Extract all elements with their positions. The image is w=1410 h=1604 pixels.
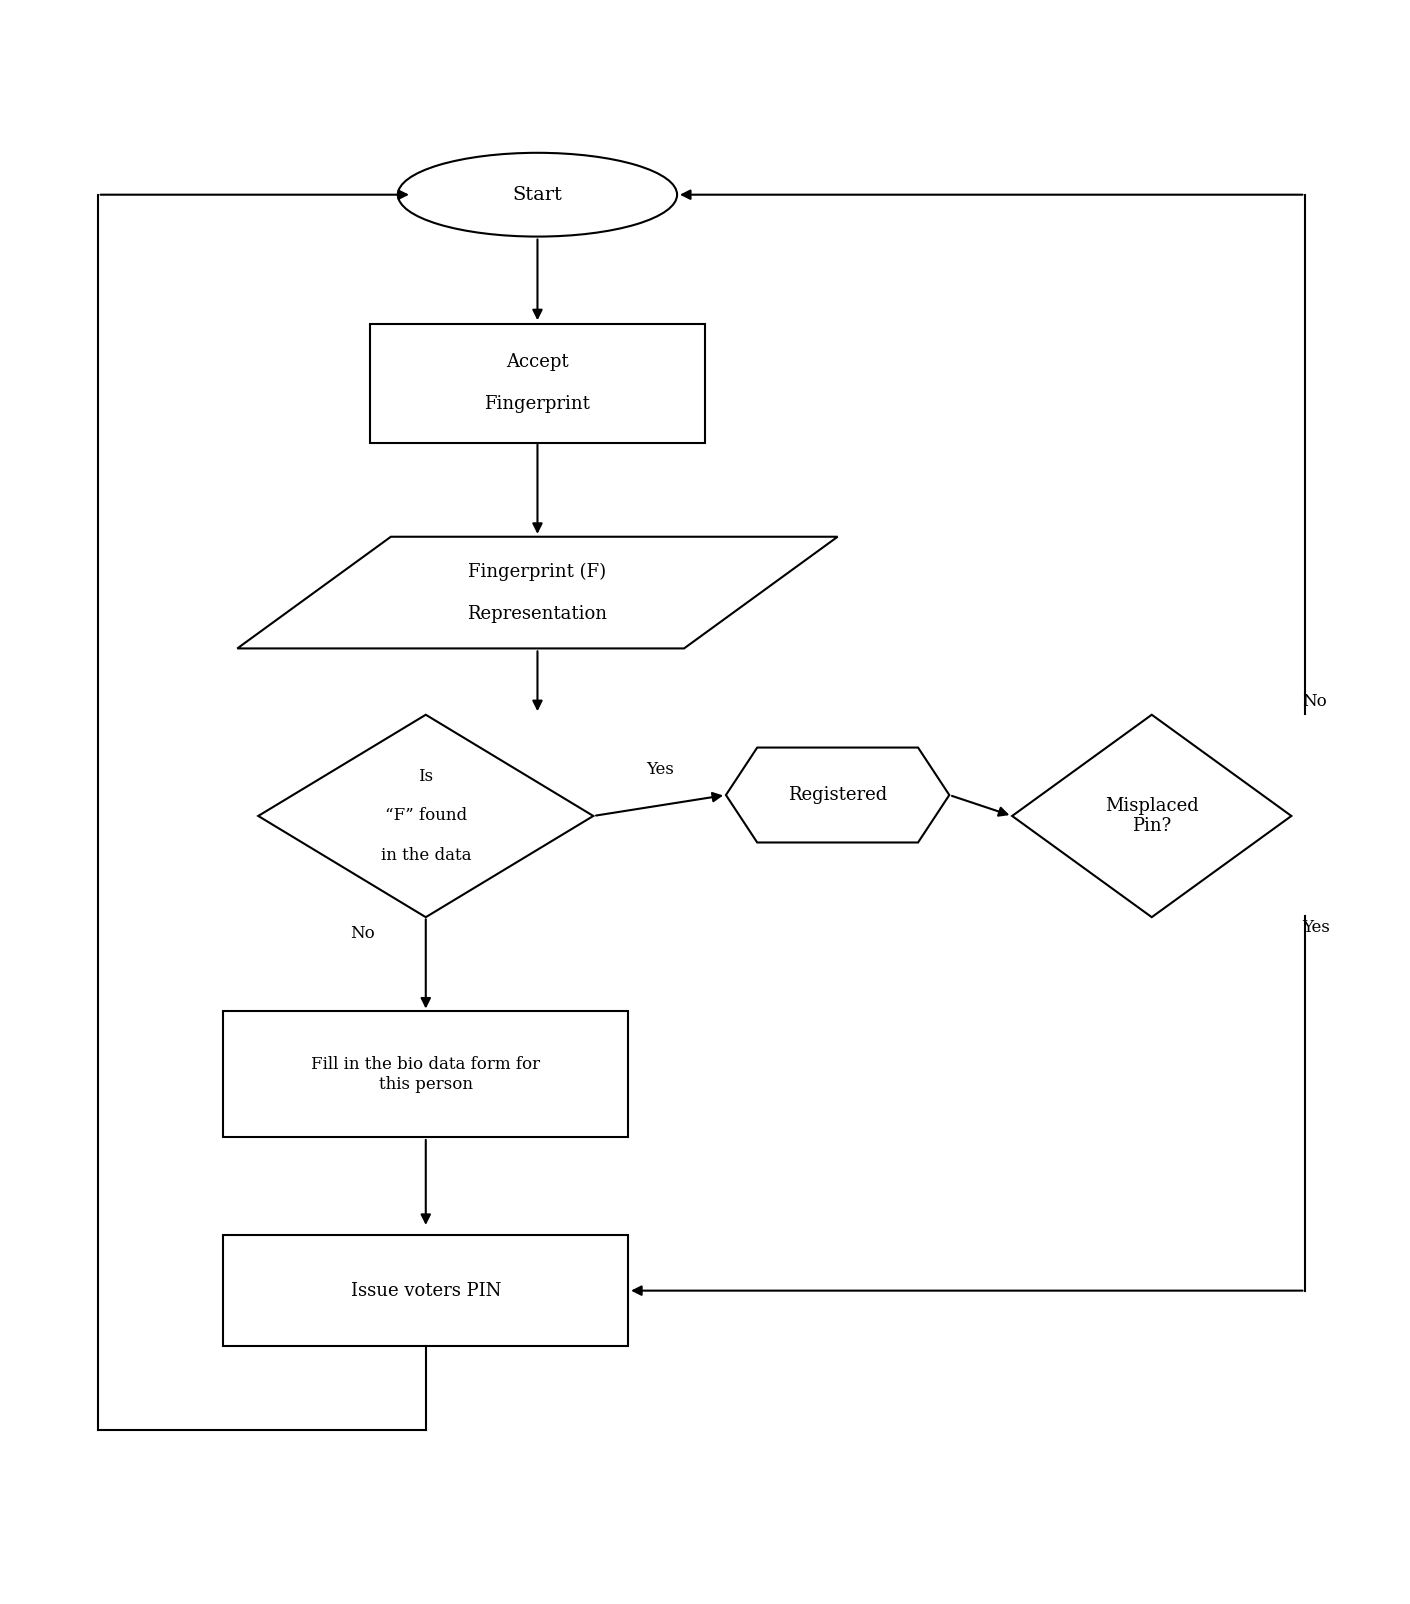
Text: Registered: Registered <box>788 786 887 804</box>
Text: Fill in the bio data form for
this person: Fill in the bio data form for this perso… <box>312 1055 540 1092</box>
Text: No: No <box>351 926 375 942</box>
Text: No: No <box>1303 693 1327 711</box>
Text: Yes: Yes <box>646 762 674 778</box>
Text: Issue voters PIN: Issue voters PIN <box>351 1282 501 1299</box>
Text: Is

“F” found

in the data: Is “F” found in the data <box>381 768 471 863</box>
Text: Misplaced
Pin?: Misplaced Pin? <box>1105 797 1198 836</box>
Text: Accept

Fingerprint: Accept Fingerprint <box>485 353 591 412</box>
Text: Start: Start <box>512 186 563 204</box>
Text: Yes: Yes <box>1303 919 1331 937</box>
Text: Fingerprint (F)

Representation: Fingerprint (F) Representation <box>468 563 608 622</box>
